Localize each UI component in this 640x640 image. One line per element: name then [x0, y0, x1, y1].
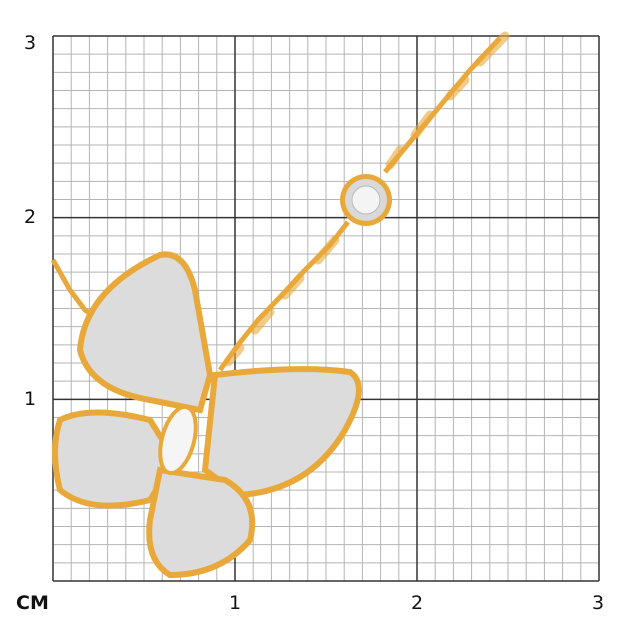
butterfly [52, 251, 362, 579]
y-label-3: 3 [24, 32, 37, 54]
y-label-2: 2 [24, 206, 37, 228]
x-label-1: 1 [229, 592, 242, 614]
x-label-2: 2 [411, 592, 424, 614]
unit-label: CM [16, 592, 49, 614]
bezel-diamond [340, 174, 392, 226]
x-label-3: 3 [592, 592, 605, 614]
y-label-1: 1 [24, 388, 37, 410]
